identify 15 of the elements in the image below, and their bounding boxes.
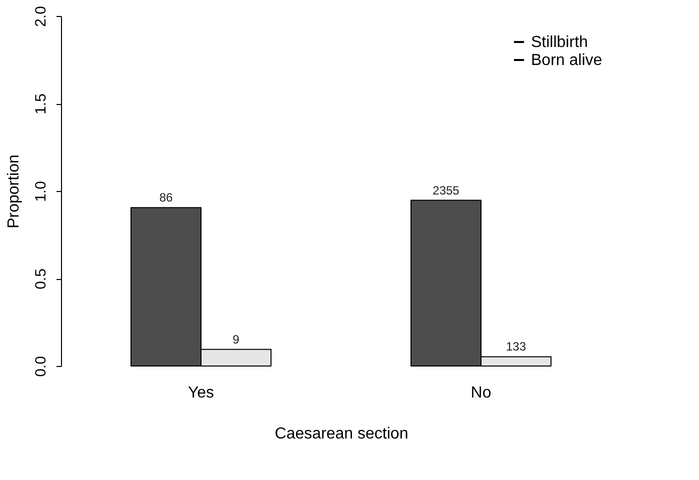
annotation: 86 <box>159 190 173 205</box>
y-axis-title: Proportion <box>6 154 22 228</box>
x-tick-label: Yes <box>188 384 214 402</box>
annotation: 2355 <box>432 183 460 198</box>
x-axis-title: Caesarean section <box>274 426 408 442</box>
legend-label: Stillbirth <box>531 34 588 51</box>
y-tick-label: 0.5 <box>32 268 50 290</box>
y-tick-label: 1.5 <box>32 94 50 114</box>
annotation: 133 <box>506 340 526 354</box>
x-tick-label: No <box>470 384 492 402</box>
annotation: 9 <box>232 332 240 346</box>
legend-label: Born alive <box>531 52 602 69</box>
y-tick-label: 1.0 <box>32 181 50 202</box>
y-tick-label: 2.0 <box>32 6 50 27</box>
y-tick-label: 0.0 <box>32 356 50 377</box>
